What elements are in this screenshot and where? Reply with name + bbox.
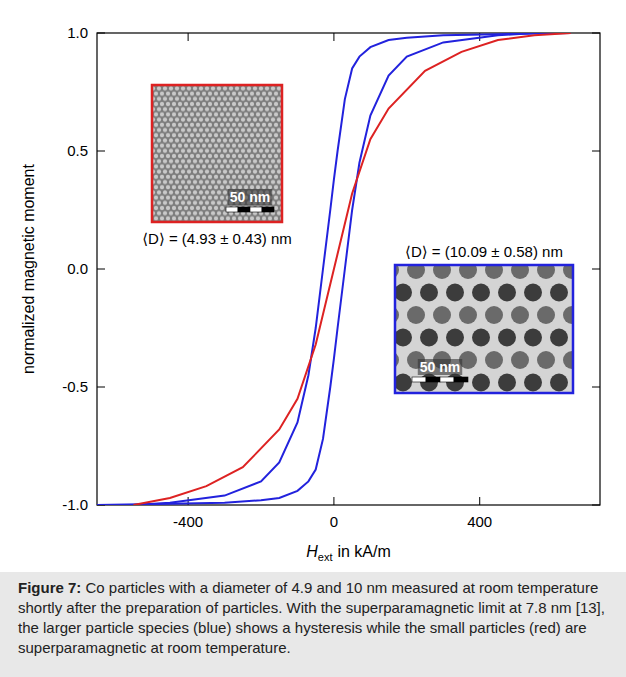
x-tick [188, 33, 189, 41]
x-axis-unit: in kA/m [337, 543, 390, 560]
scale-bar-label: 50 nm [230, 189, 270, 205]
y-tick [592, 151, 600, 152]
scale-bar [238, 207, 250, 212]
y-axis-title: normalized magnetic moment [20, 164, 37, 374]
y-tick [97, 33, 105, 34]
scale-bar [426, 377, 440, 382]
scale-bar [412, 377, 426, 382]
x-axis-title: Hext in kA/m [306, 543, 391, 563]
x-tick [333, 33, 334, 41]
y-tick-label: -1.0 [62, 496, 88, 513]
scale-bar-label: 50 nm [420, 359, 460, 375]
x-tick-label: 0 [330, 513, 338, 530]
x-tick [333, 497, 334, 505]
x-axis-symbol: H [306, 543, 318, 560]
y-tick [97, 269, 105, 270]
plot-frame [97, 33, 600, 505]
chart: -400 0 400 -1.0 -0.5 0.0 0.5 1.0 normalized magn… [0, 0, 626, 572]
inset-image [152, 85, 282, 222]
y-tick-label: -0.5 [62, 378, 88, 395]
y-tick-label: 0.5 [67, 142, 88, 159]
scale-bar [262, 207, 274, 212]
scale-bar [226, 207, 238, 212]
y-tick-label: 0.0 [67, 260, 88, 277]
inset-label: ⟨D⟩ = (4.93 ± 0.43) nm [142, 230, 292, 247]
y-tick-label: 1.0 [67, 24, 88, 41]
x-tick [479, 497, 480, 505]
y-tick [592, 387, 600, 388]
y-tick [592, 269, 600, 270]
y-tick [592, 505, 600, 506]
caption-label: Figure 7: [18, 579, 81, 596]
scale-bar-patch [228, 189, 272, 205]
inset-label: ⟨D⟩ = (10.09 ± 0.58) nm [405, 243, 563, 260]
y-tick [97, 387, 105, 388]
y-tick [97, 151, 105, 152]
scale-bar-patch [418, 359, 462, 375]
scale-bar [454, 377, 468, 382]
x-tick-label: 400 [467, 513, 492, 530]
caption-text: Co particles with a diameter of 4.9 and … [18, 579, 605, 656]
x-axis-subscript: ext [318, 551, 333, 563]
x-tick-label: -400 [173, 513, 203, 530]
inset-image [395, 265, 573, 393]
caption: Figure 7: Co particles with a diameter o… [0, 572, 626, 677]
scale-bar [250, 207, 262, 212]
y-tick [592, 33, 600, 34]
scale-bar [440, 377, 454, 382]
